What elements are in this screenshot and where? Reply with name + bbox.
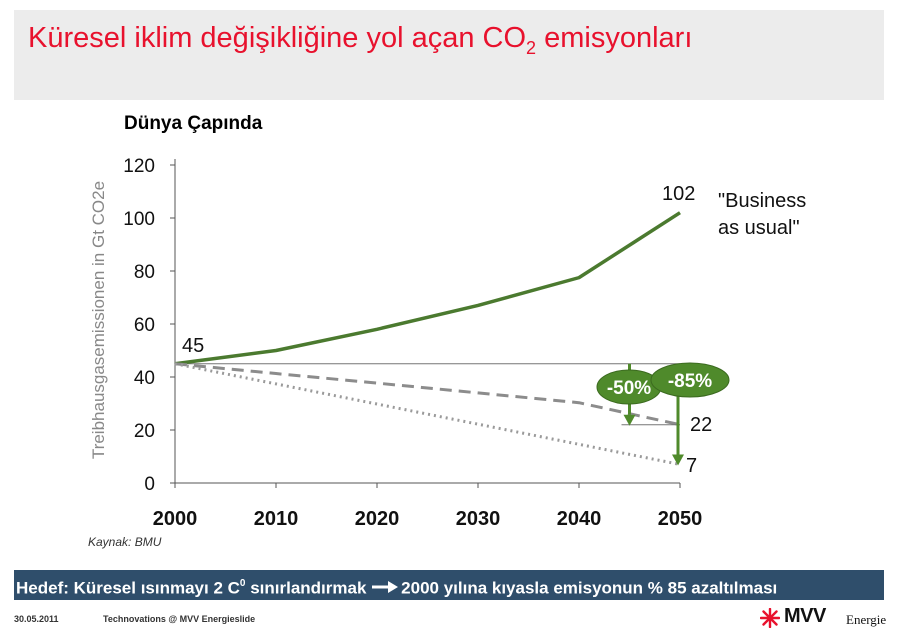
x-tick-label: 2050 — [658, 508, 703, 530]
y-tick-label: 80 — [134, 262, 155, 283]
point-label: 45 — [182, 335, 204, 357]
y-axis-label: Treibhausgasemissionen in Gt CO2e — [89, 181, 108, 459]
y-tick-label: 20 — [134, 421, 155, 442]
mvv-star-icon — [759, 607, 781, 633]
goal-text-part1: Hedef: Küresel ısınmayı 2 C — [16, 578, 240, 598]
goal-text-part3: 2000 yılına kıyasla emisyonun % 85 azalt… — [401, 578, 778, 598]
legend-text: as usual" — [718, 217, 800, 239]
y-tick-label: 100 — [123, 209, 155, 230]
footer-date: 30.05.2011 — [14, 614, 59, 624]
reduction-arrow-head — [623, 414, 636, 426]
reduction-badge-label: -85% — [668, 371, 712, 392]
reduction-badge — [650, 362, 730, 398]
y-tick-label: 40 — [134, 368, 155, 389]
x-tick-label: 2010 — [254, 508, 299, 530]
point-label: 7 — [686, 455, 697, 477]
footer-text: Technovations @ MVV Energieslide — [103, 614, 256, 624]
y-tick-label: 0 — [144, 474, 155, 495]
title-suffix: emisyonları — [536, 22, 693, 54]
title-subscript: 2 — [526, 37, 537, 58]
series-line-dotted — [174, 362, 681, 466]
slide-title: Küresel iklim değişikliğine yol açan CO2… — [28, 22, 692, 59]
series-line-solid — [174, 211, 681, 366]
logo-text: MVV — [784, 605, 826, 627]
y-tick-label: 60 — [134, 315, 155, 336]
goal-superscript: 0 — [239, 578, 246, 589]
x-tick-label: 2000 — [153, 508, 198, 530]
x-tick-label: 2030 — [456, 508, 501, 530]
title-text: Küresel iklim değişikliğine yol açan CO — [28, 22, 527, 54]
point-label: 102 — [662, 183, 695, 205]
legend-text: "Business — [718, 190, 806, 212]
source-note: Kaynak: BMU — [88, 535, 162, 549]
goal-banner: Hedef: Küresel ısınmayı 2 C0 sınırlandır… — [14, 570, 884, 600]
title-band: Küresel iklim değişikliğine yol açan CO2… — [14, 10, 884, 100]
goal-text-part2: sınırlandırmak — [245, 578, 372, 598]
x-tick-label: 2040 — [557, 508, 602, 530]
chart-subtitle: Dünya Çapında — [124, 113, 263, 134]
y-tick-label: 120 — [123, 156, 155, 177]
reduction-badge-label: -50% — [607, 378, 651, 399]
reduction-arrow-head — [672, 454, 684, 466]
right-arrow-icon — [372, 575, 400, 600]
series-line-dashed — [174, 362, 681, 427]
point-label: 22 — [690, 414, 712, 436]
logo-subtext: Energie — [846, 612, 887, 627]
x-tick-label: 2020 — [355, 508, 400, 530]
